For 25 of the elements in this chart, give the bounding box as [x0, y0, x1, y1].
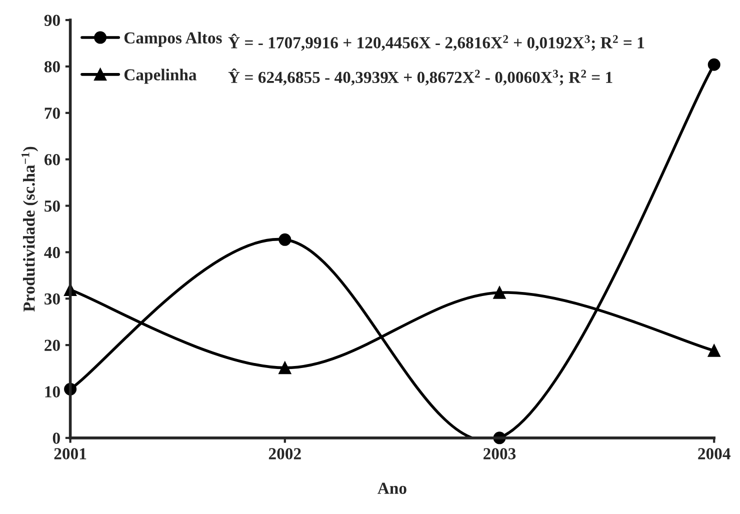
point — [278, 362, 292, 374]
y-tick-label: 70 — [44, 108, 60, 119]
x-tick-label: 2003 — [484, 448, 516, 460]
y-tick-label: 20 — [44, 340, 60, 352]
y-tick-label: 60 — [44, 154, 60, 166]
point — [493, 286, 506, 299]
x-axis-title: Ano — [378, 482, 406, 494]
y-tick-label: 30 — [44, 293, 60, 305]
x-tick-label: 2002 — [268, 448, 301, 460]
legend-label: Capelinha — [124, 68, 197, 84]
y-tick-label: 40 — [44, 246, 60, 258]
legend-label: Campos Altos — [124, 32, 222, 47]
x-tick-label: 2004 — [698, 448, 730, 460]
y-axis-title: Produtividade (sc.ha$^{−1}$) — [22, 146, 38, 312]
point — [708, 58, 720, 71]
y-tick-label: 50 — [44, 200, 60, 212]
annotation: Ŷ = 624,6855 - 40,3939X + 0,8672X$^{2}$ - 0,0060X$^{3}$; R$^{2}$ = 1 — [228, 68, 612, 86]
x-tick-label: 2001 — [54, 448, 86, 460]
annotation: Ŷ = - 1707,9916 + 120,4456X - 2,6816X$^{2}$ + 0,0192X$^{3}$; R$^{2}$ = 1 — [228, 34, 644, 51]
point — [708, 344, 720, 357]
y-tick-label: 80 — [44, 61, 60, 72]
y-tick-label: 10 — [45, 386, 60, 398]
y-tick-label: 0 — [52, 432, 60, 444]
y-tick-label: 90 — [44, 14, 60, 26]
point — [278, 233, 292, 246]
